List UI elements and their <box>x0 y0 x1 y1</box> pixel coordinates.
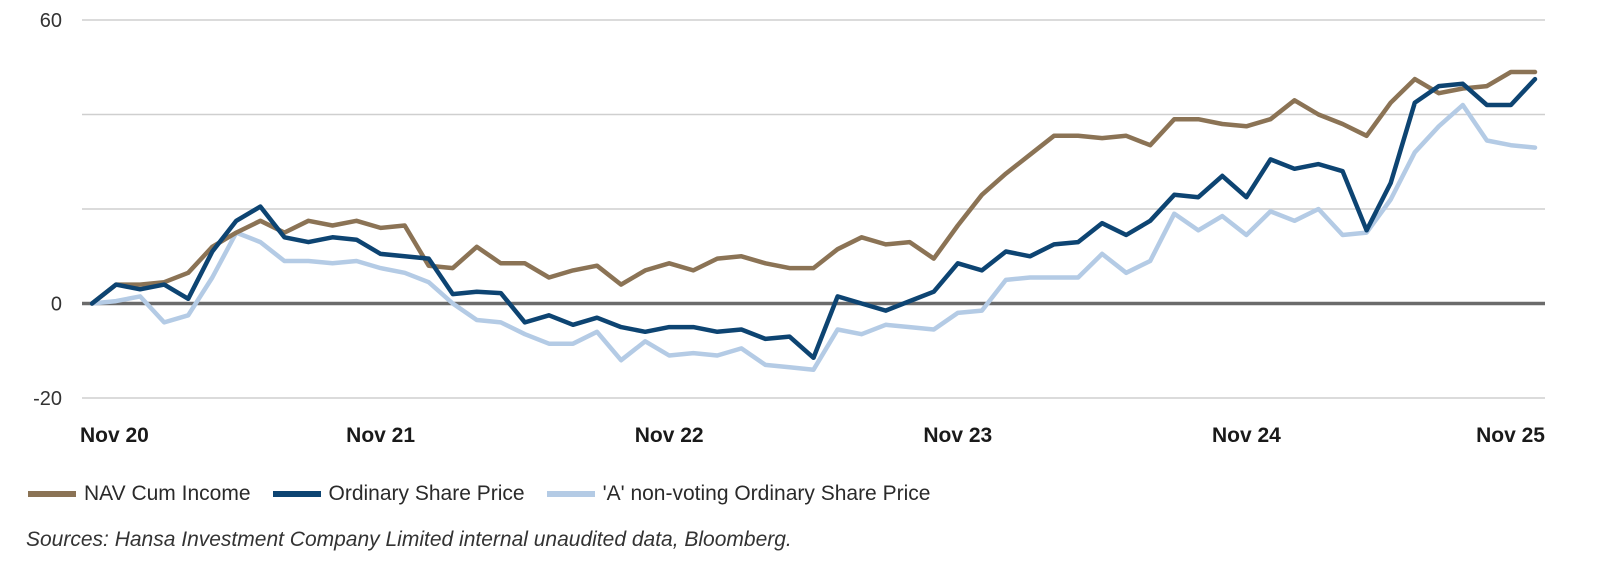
y-tick-label: -20 <box>33 388 62 410</box>
legend-swatch-nav <box>28 491 76 497</box>
x-tick-label: Nov 25 <box>1476 424 1545 447</box>
series-lines <box>89 69 1538 372</box>
series-line-0 <box>89 69 1538 306</box>
legend-item-ordinary: Ordinary Share Price <box>272 482 525 506</box>
line-chart: 600-20 Nov 20 Nov 21 Nov 22 Nov 23 Nov 24 Nov… <box>33 10 1545 447</box>
x-tick-label: Nov 22 <box>635 424 704 447</box>
series-line-1 <box>89 76 1538 361</box>
y-tick-label: 60 <box>40 10 62 32</box>
gridlines <box>82 19 1545 399</box>
legend-item-nav: NAV Cum Income <box>28 482 251 506</box>
x-tick-label: Nov 23 <box>923 424 992 447</box>
x-tick-label: Nov 20 <box>80 424 149 447</box>
x-tick-label: Nov 21 <box>346 424 415 447</box>
x-tick-label: Nov 24 <box>1212 424 1281 447</box>
y-tick-label: 0 <box>51 294 62 316</box>
legend-swatch-a-share <box>546 491 595 497</box>
series-line-2 <box>89 102 1538 372</box>
legend-swatch-ordinary <box>272 491 321 497</box>
x-tick-labels: Nov 20 Nov 21 Nov 22 Nov 23 Nov 24 Nov 25 <box>80 424 1545 447</box>
chart-legend: NAV Cum Income Ordinary Share Price 'A' … <box>28 482 930 506</box>
legend-label-nav: NAV Cum Income <box>84 482 251 505</box>
y-tick-labels: 60 0 -20 <box>33 10 62 410</box>
legend-label-ordinary: Ordinary Share Price <box>328 482 525 505</box>
legend-label-a-share: 'A' non-voting Ordinary Share Price <box>602 482 931 505</box>
source-note: Sources: Hansa Investment Company Limite… <box>26 528 792 551</box>
legend-item-a-share: 'A' non-voting Ordinary Share Price <box>546 482 931 506</box>
